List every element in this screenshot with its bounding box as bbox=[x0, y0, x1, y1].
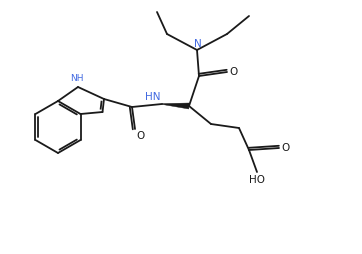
Text: O: O bbox=[136, 131, 144, 141]
Text: N: N bbox=[194, 39, 202, 49]
Text: O: O bbox=[229, 67, 237, 77]
Polygon shape bbox=[162, 103, 189, 109]
Text: NH: NH bbox=[70, 74, 84, 83]
Text: O: O bbox=[281, 143, 289, 153]
Text: HO: HO bbox=[249, 175, 265, 185]
Text: HN: HN bbox=[146, 92, 161, 102]
